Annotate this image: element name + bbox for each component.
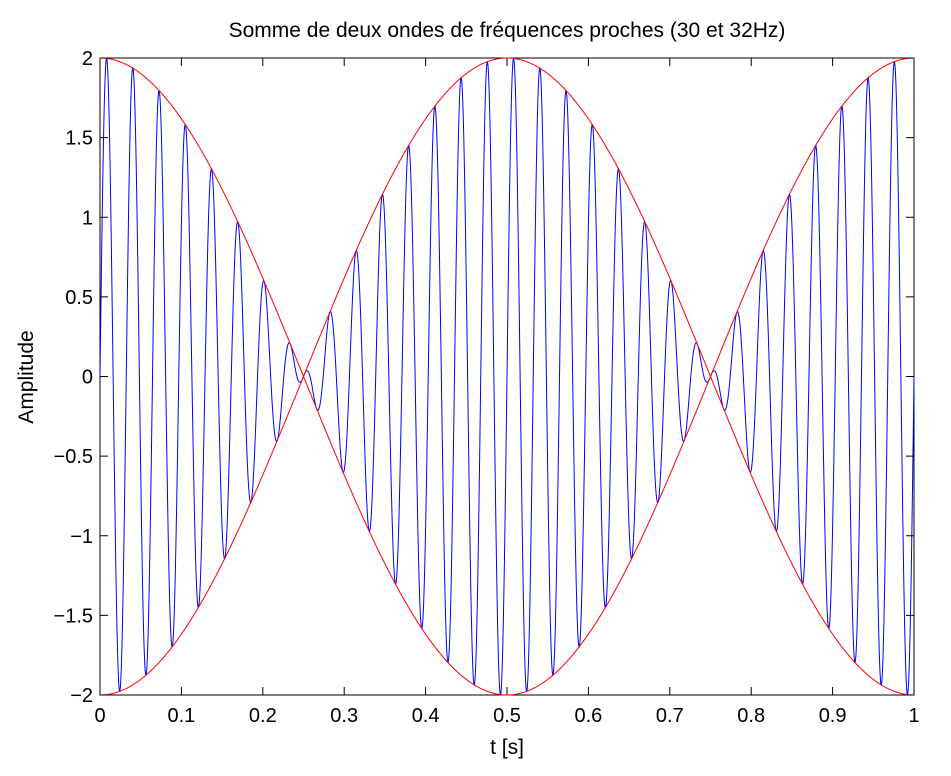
y-tick-label: 1.5 [65, 128, 93, 150]
y-tick-label: −0.5 [54, 446, 93, 468]
y-tick-label: −1 [70, 526, 93, 548]
y-axis-label: Amplitude [15, 330, 38, 423]
y-tick-label: −2 [70, 685, 93, 707]
x-tick-label: 0.4 [412, 705, 440, 727]
y-tick-label: 0 [82, 367, 93, 389]
x-tick-label: 0.1 [167, 705, 195, 727]
y-tick-labels: 2 1.5 1 0.5 0 −0.5 −1 −1.5 −2 [54, 48, 93, 707]
chart-title: Somme de deux ondes de fréquences proche… [229, 19, 786, 42]
series-line-signal [99, 57, 915, 696]
ticks [99, 57, 915, 696]
x-tick-label: 0.9 [819, 705, 847, 727]
x-tick-label: 0.5 [493, 705, 521, 727]
y-tick-label: −1.5 [54, 605, 93, 627]
x-tick-label: 0.8 [737, 705, 765, 727]
y-tick-label: 2 [82, 48, 93, 70]
x-tick-label: 0 [94, 705, 105, 727]
x-tick-label: 0.6 [574, 705, 602, 727]
y-tick-label: 0.5 [65, 287, 93, 309]
x-tick-label: 0.2 [249, 705, 277, 727]
x-tick-labels: 0 0.1 0.2 0.3 0.4 0.5 0.6 0.7 0.8 0.9 1 [94, 705, 919, 727]
y-tick-label: 1 [82, 207, 93, 229]
x-tick-label: 0.7 [656, 705, 684, 727]
plot-area [99, 57, 915, 696]
x-tick-label: 1 [908, 705, 919, 727]
x-axis-label: t [s] [490, 736, 524, 759]
x-tick-label: 0.3 [330, 705, 358, 727]
